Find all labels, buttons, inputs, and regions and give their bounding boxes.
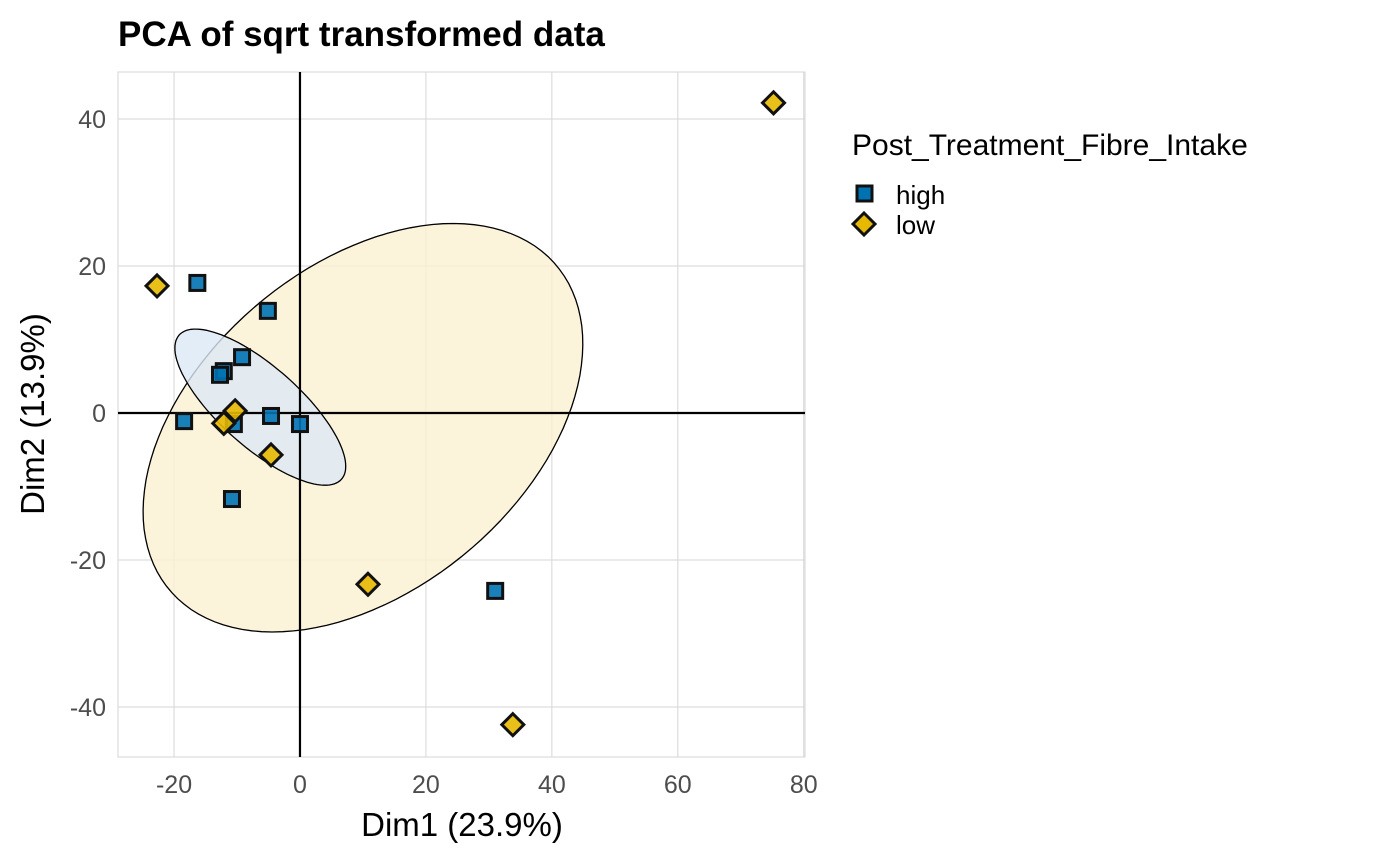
point-high — [222, 490, 241, 509]
point-high — [290, 415, 309, 434]
point-low — [210, 410, 237, 437]
point-high — [233, 348, 252, 367]
point-low — [499, 711, 526, 738]
point-high — [211, 365, 230, 384]
point-low — [257, 441, 285, 469]
legend-key-low-diamond-icon — [850, 210, 878, 238]
x-tick-label: 60 — [664, 771, 692, 799]
tick-labels: -20 0 20 40 60 80 -40 -20 0 20 40 — [70, 106, 818, 799]
point-high — [262, 406, 281, 425]
legend-label-low: low — [896, 210, 935, 240]
y-tick-label: 20 — [78, 253, 106, 281]
x-tick-label: 80 — [790, 771, 818, 799]
chart-title: PCA of sqrt transformed data — [118, 15, 605, 54]
x-tick-label: -20 — [156, 771, 192, 799]
y-tick-label: 0 — [92, 400, 106, 428]
point-low — [354, 571, 382, 598]
point-high — [175, 412, 194, 431]
point-low — [760, 89, 787, 116]
x-tick-label: 0 — [293, 771, 307, 799]
panel-border — [117, 71, 806, 758]
legend-label-high: high — [896, 180, 945, 210]
y-tick-label: -40 — [70, 694, 106, 722]
legend: Post_Treatment_Fibre_Intake high low — [850, 129, 1248, 240]
x-tick-label: 20 — [412, 771, 440, 799]
y-tick-label: 40 — [78, 106, 106, 134]
point-high — [486, 581, 505, 600]
ellipse-low — [142, 222, 584, 633]
legend-title: Post_Treatment_Fibre_Intake — [852, 129, 1248, 162]
point-low — [143, 272, 171, 300]
confidence-ellipses — [142, 222, 584, 633]
data-points — [143, 89, 787, 738]
legend-key-high-square-icon — [855, 184, 874, 203]
y-axis-label: Dim2 (13.9%) — [14, 313, 51, 515]
x-axis-label: Dim1 (23.9%) — [361, 806, 563, 843]
y-tick-label: -20 — [70, 547, 106, 575]
point-high — [258, 301, 277, 320]
point-high — [188, 273, 207, 292]
x-tick-label: 40 — [538, 771, 566, 799]
